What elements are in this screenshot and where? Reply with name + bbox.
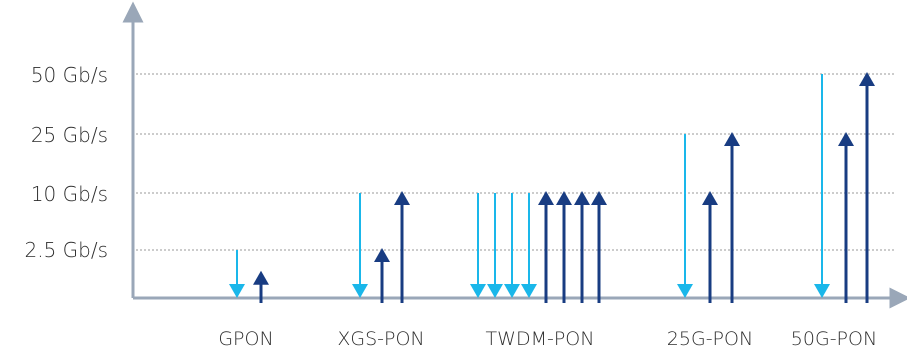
upstream-arrow-twdm-pon <box>591 191 607 303</box>
category-labels: GPON XGS-PON TWDM-PON 25G-PON 50G-PON <box>218 328 877 350</box>
downstream-arrow-twdm-pon <box>521 193 537 298</box>
downstream-arrow-50g-pon <box>814 74 830 298</box>
downstream-arrow-xgs-pon <box>352 193 368 298</box>
upstream-arrow-twdm-pon <box>538 191 554 303</box>
downstream-arrow-25g-pon <box>677 134 693 298</box>
upstream-arrow-50g-pon <box>838 132 854 303</box>
upstream-arrow-50g-pon <box>859 72 875 303</box>
downstream-arrow-twdm-pon <box>504 193 520 298</box>
y-tick-labels: 50 Gb/s 25 Gb/s 10 Gb/s 2.5 Gb/s <box>24 63 108 262</box>
downstream-arrow-twdm-pon <box>487 193 503 298</box>
grid-lines <box>136 73 895 251</box>
y-tick-label: 25 Gb/s <box>31 123 108 147</box>
y-tick-label: 10 Gb/s <box>31 182 108 206</box>
upstream-arrow-xgs-pon <box>394 191 410 303</box>
upstream-arrow-twdm-pon <box>556 191 572 303</box>
upstream-arrow-25g-pon <box>702 191 718 303</box>
category-label: 25G-PON <box>667 328 753 350</box>
data-arrows <box>229 72 875 303</box>
downstream-arrow-twdm-pon <box>470 193 486 298</box>
upstream-arrow-25g-pon <box>724 132 740 303</box>
category-label: TWDM-PON <box>486 328 595 350</box>
upstream-arrow-twdm-pon <box>574 191 590 303</box>
category-label: XGS-PON <box>337 328 424 350</box>
category-label: GPON <box>218 328 273 350</box>
downstream-arrow-gpon <box>229 250 245 298</box>
y-tick-label: 50 Gb/s <box>31 63 108 87</box>
upstream-arrow-gpon <box>253 270 269 303</box>
category-label: 50G-PON <box>791 328 877 350</box>
y-tick-label: 2.5 Gb/s <box>24 238 108 262</box>
upstream-arrow-xgs-pon <box>374 248 390 303</box>
